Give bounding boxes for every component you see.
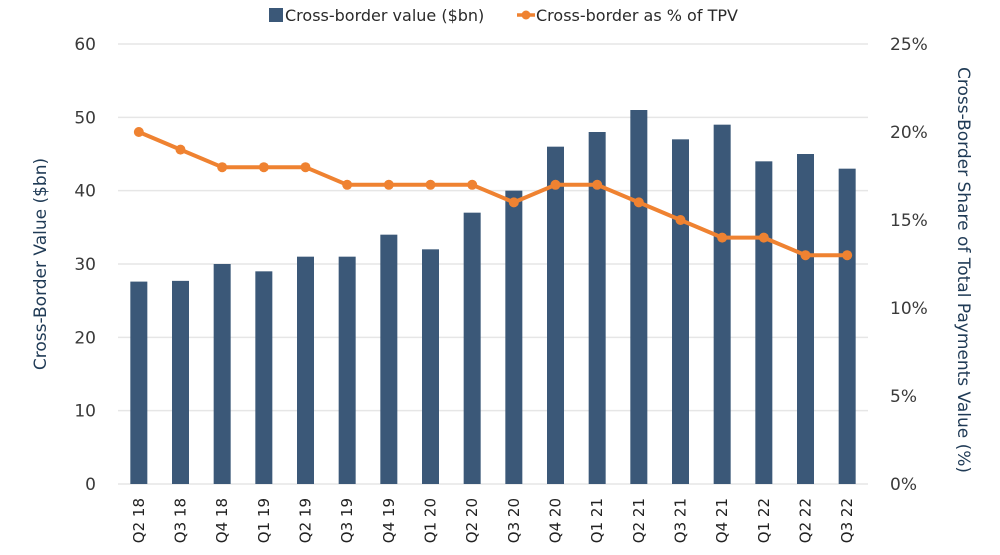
line-point[interactable] [383, 179, 394, 190]
bar[interactable] [130, 281, 148, 484]
right-tick-label: 25% [890, 35, 928, 55]
x-tick-label: Q4 21 [713, 498, 731, 543]
line-point[interactable] [217, 162, 228, 173]
bar[interactable] [255, 271, 273, 484]
line-point[interactable] [300, 162, 311, 173]
line-series [133, 127, 853, 261]
left-axis-title: Cross-Border Value ($bn) [31, 158, 51, 370]
x-tick-label: Q3 19 [338, 498, 356, 543]
legend-label-bars: Cross-border value ($bn) [285, 6, 484, 25]
gridlines [118, 43, 868, 485]
x-tick-label: Q4 18 [213, 498, 231, 543]
x-tick-label: Q1 22 [755, 498, 773, 543]
bar[interactable] [713, 124, 731, 485]
line-point[interactable] [342, 179, 353, 190]
bar[interactable] [505, 190, 523, 484]
right-tick-label: 5% [890, 387, 917, 407]
bar[interactable] [172, 280, 189, 484]
left-axis-ticks: 0 10 20 30 40 50 60 [74, 35, 96, 495]
line-point[interactable] [467, 179, 478, 190]
right-tick-label: 10% [890, 299, 928, 319]
x-tick-label: Q2 18 [130, 498, 148, 543]
line-point[interactable] [133, 127, 144, 137]
right-axis-ticks: 0% 5% 10% 15% 20% 25% [890, 35, 928, 495]
line-point[interactable] [508, 197, 519, 208]
bar[interactable] [338, 256, 356, 484]
line-point[interactable] [258, 162, 269, 173]
left-tick-label: 50 [74, 108, 96, 128]
line-point[interactable] [717, 232, 728, 243]
right-tick-label: 15% [890, 211, 928, 231]
bar[interactable] [380, 234, 398, 484]
bar-series [130, 110, 856, 485]
x-tick-label: Q4 20 [547, 498, 565, 543]
left-tick-label: 20 [74, 328, 96, 348]
legend-swatch-marker [521, 10, 531, 20]
line-point[interactable] [675, 215, 686, 225]
x-tick-label: Q1 20 [422, 498, 440, 543]
x-tick-label: Q2 22 [797, 498, 815, 543]
line-point[interactable] [550, 179, 561, 190]
x-tick-label: Q1 21 [588, 498, 606, 543]
legend-label-line: Cross-border as % of TPV [536, 6, 738, 25]
left-tick-label: 0 [85, 475, 96, 495]
line-point[interactable] [633, 197, 644, 208]
x-tick-label: Q2 20 [463, 498, 481, 543]
legend-swatch-bars [269, 8, 283, 22]
line-point[interactable] [175, 144, 186, 155]
legend-item-bars[interactable]: Cross-border value ($bn) [269, 6, 484, 25]
x-tick-label: Q3 22 [838, 498, 856, 543]
line-point[interactable] [800, 250, 811, 261]
right-axis-title: Cross-Border Share of Total Payments Val… [953, 67, 973, 473]
bar[interactable] [547, 146, 564, 484]
left-tick-label: 10 [74, 402, 96, 422]
left-tick-label: 30 [74, 255, 96, 275]
right-tick-label: 20% [890, 123, 928, 143]
x-tick-label: Q3 18 [172, 498, 190, 543]
line-point[interactable] [758, 232, 769, 243]
bar[interactable] [838, 168, 856, 484]
x-axis-ticks: Q2 18 Q3 18 Q4 18 Q1 19 Q2 19 Q3 19 Q4 19 Q1 20… [130, 498, 856, 543]
bar[interactable] [422, 249, 439, 484]
left-tick-label: 60 [74, 35, 96, 55]
line-point[interactable] [592, 179, 603, 190]
bar[interactable] [797, 154, 814, 484]
x-tick-label: Q2 21 [630, 498, 648, 543]
x-tick-label: Q3 20 [505, 498, 523, 543]
x-tick-label: Q2 19 [297, 498, 315, 543]
bar[interactable] [630, 110, 648, 484]
legend-item-line[interactable]: Cross-border as % of TPV [517, 6, 738, 25]
right-tick-label: 0% [890, 475, 917, 495]
share-line [138, 130, 848, 258]
bar[interactable] [755, 161, 773, 485]
left-tick-label: 40 [74, 182, 96, 202]
bar[interactable] [297, 256, 314, 484]
line-point[interactable] [425, 179, 436, 190]
bar[interactable] [463, 212, 481, 484]
x-tick-label: Q4 19 [380, 498, 398, 543]
bar[interactable] [588, 132, 606, 484]
x-tick-label: Q3 21 [672, 498, 690, 543]
bar[interactable] [213, 264, 231, 484]
x-tick-label: Q1 19 [255, 498, 273, 543]
line-point[interactable] [842, 250, 853, 261]
legend: Cross-border value ($bn) Cross-border as… [269, 6, 738, 25]
bar[interactable] [672, 139, 689, 485]
